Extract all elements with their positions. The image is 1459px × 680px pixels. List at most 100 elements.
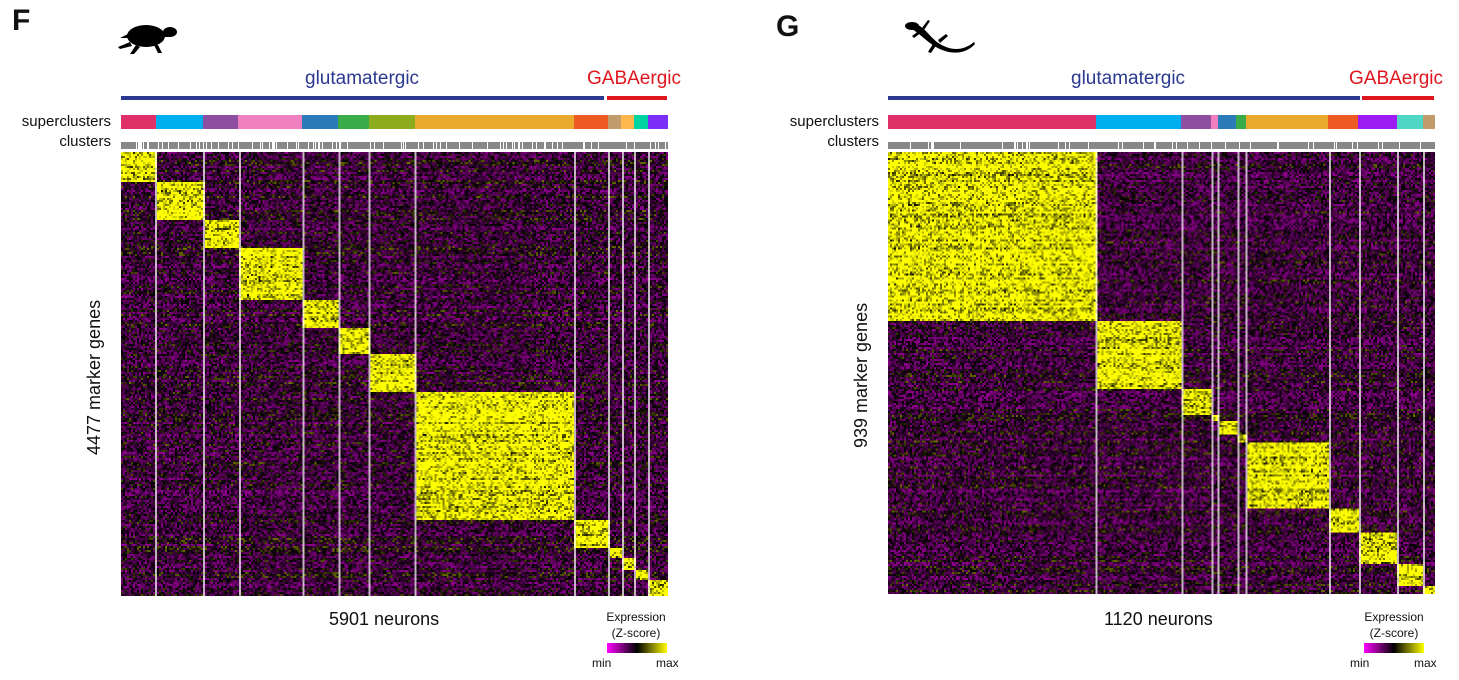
legend-min-label: min — [592, 656, 612, 670]
cluster-divider — [295, 142, 297, 149]
supercluster-band — [888, 115, 1435, 129]
cluster-divider — [1352, 142, 1354, 149]
supercluster-segment — [1246, 115, 1329, 129]
cluster-divider — [138, 142, 140, 149]
cluster-divider — [505, 142, 507, 149]
supercluster-segment — [1236, 115, 1247, 129]
legend-title: Expression (Z-score) — [596, 609, 676, 641]
cluster-divider — [189, 142, 191, 149]
cluster-divider — [634, 142, 636, 149]
supercluster-segment — [302, 115, 338, 129]
cluster-divider — [1210, 142, 1212, 149]
x-axis-label: 5901 neurons — [329, 609, 440, 629]
supercluster-segment — [155, 115, 204, 129]
cluster-divider — [143, 142, 145, 149]
supercluster-segment — [337, 115, 369, 129]
cluster-divider — [227, 142, 229, 149]
cluster-divider — [272, 142, 274, 149]
legend-gradient — [1364, 643, 1424, 653]
cluster-divider — [210, 142, 212, 149]
supercluster-segment — [888, 115, 1097, 129]
cluster-divider — [259, 142, 261, 149]
legend-max-label: max — [1414, 656, 1437, 670]
cluster-divider — [252, 142, 254, 149]
supercluster-segment — [203, 115, 239, 129]
cluster-divider — [458, 142, 460, 149]
cluster-divider — [307, 142, 309, 149]
clusters-label: clusters — [827, 133, 879, 150]
legend-max-label: max — [656, 656, 679, 670]
cluster-divider — [373, 142, 375, 149]
legend-min-label: min — [1350, 656, 1370, 670]
cluster-divider — [1155, 142, 1157, 149]
glutamatergic-bar — [888, 96, 1360, 100]
cluster-divider — [422, 142, 424, 149]
supercluster-segment — [634, 115, 648, 129]
supercluster-segment — [647, 115, 668, 129]
cluster-divider — [597, 142, 599, 149]
cluster-divider — [167, 142, 169, 149]
cluster-divider — [626, 142, 628, 149]
cluster-divider — [1069, 142, 1071, 149]
supercluster-segment — [621, 115, 635, 129]
cluster-divider — [340, 142, 342, 149]
supercluster-segment — [608, 115, 622, 129]
supercluster-segment — [368, 115, 416, 129]
heatmap-g — [888, 152, 1435, 594]
gabaergic-bar — [1362, 96, 1434, 100]
cluster-divider — [1065, 142, 1067, 149]
cluster-divider — [335, 142, 337, 149]
cluster-divider — [1399, 142, 1401, 149]
cluster-divider — [650, 142, 652, 149]
cluster-divider — [513, 142, 515, 149]
legend-title-line1: Expression — [606, 610, 666, 624]
cluster-divider — [205, 142, 207, 149]
supercluster-segment — [238, 115, 303, 129]
supercluster-segment — [1422, 115, 1435, 129]
legend-title-line2: (Z-score) — [1369, 626, 1419, 640]
glutamatergic-label: glutamatergic — [1071, 68, 1186, 89]
cluster-divider — [1022, 142, 1023, 149]
cluster-divider — [1312, 142, 1314, 149]
cluster-divider — [1016, 142, 1018, 149]
cluster-divider — [346, 142, 348, 149]
cluster-divider — [517, 142, 519, 149]
cluster-divider — [1357, 142, 1359, 149]
cluster-divider — [199, 142, 201, 149]
cluster-divider — [273, 142, 275, 149]
cluster-divider — [536, 142, 538, 149]
y-axis-label: 4477 marker genes — [84, 299, 104, 455]
cluster-divider — [584, 142, 586, 149]
supercluster-segment — [121, 115, 156, 129]
cluster-divider — [268, 142, 270, 149]
cluster-divider — [512, 142, 514, 149]
cluster-divider — [499, 142, 501, 149]
cluster-divider — [1336, 142, 1338, 149]
cluster-divider — [1027, 142, 1029, 149]
legend-title-line1: Expression — [1364, 610, 1424, 624]
cluster-divider — [370, 142, 372, 149]
cluster-divider — [298, 142, 300, 149]
cluster-divider — [930, 142, 932, 149]
supercluster-segment — [415, 115, 574, 129]
cluster-divider — [910, 142, 912, 149]
cluster-divider — [140, 142, 142, 149]
cluster-divider — [1057, 142, 1059, 149]
cluster-divider — [1172, 142, 1174, 149]
supercluster-segment — [1218, 115, 1237, 129]
cluster-divider — [1013, 142, 1015, 149]
cluster-divider — [545, 142, 547, 149]
cluster-divider — [502, 142, 504, 149]
cluster-divider — [1249, 142, 1251, 149]
cluster-divider — [1187, 142, 1189, 149]
gabaergic-label: GABAergic — [1349, 68, 1443, 89]
gabaergic-label: GABAergic — [587, 68, 681, 89]
cluster-divider — [557, 142, 558, 149]
cluster-divider — [190, 142, 192, 149]
cluster-divider — [959, 142, 961, 149]
cluster-divider — [1117, 142, 1119, 149]
cluster-divider — [445, 142, 447, 149]
supercluster-segment — [1328, 115, 1359, 129]
cluster-divider — [177, 142, 179, 149]
cluster-divider — [287, 142, 289, 149]
